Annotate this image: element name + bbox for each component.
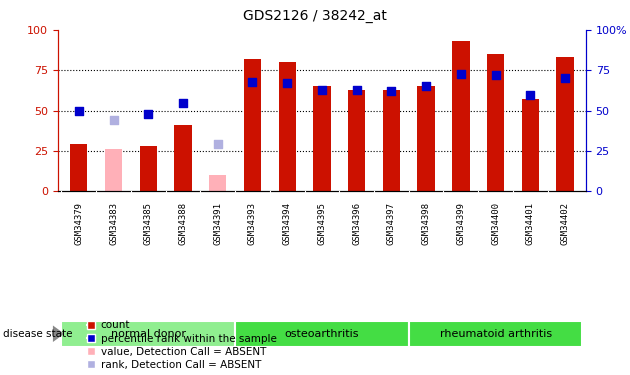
Bar xyxy=(209,175,226,191)
Bar xyxy=(382,90,400,191)
Point xyxy=(456,70,466,76)
Text: GSM34401: GSM34401 xyxy=(526,202,535,244)
Bar xyxy=(522,99,539,191)
Point xyxy=(213,141,223,147)
Polygon shape xyxy=(53,326,64,342)
Point xyxy=(525,92,536,98)
Text: GSM34393: GSM34393 xyxy=(248,202,257,244)
Text: GSM34391: GSM34391 xyxy=(213,202,222,244)
Text: rheumatoid arthritis: rheumatoid arthritis xyxy=(440,329,552,339)
Point xyxy=(108,117,118,123)
Point xyxy=(143,111,153,117)
Point xyxy=(491,72,501,78)
Text: GSM34395: GSM34395 xyxy=(318,202,326,244)
Legend: count, percentile rank within the sample, value, Detection Call = ABSENT, rank, : count, percentile rank within the sample… xyxy=(87,320,277,370)
Text: GDS2126 / 38242_at: GDS2126 / 38242_at xyxy=(243,9,387,23)
Bar xyxy=(175,125,192,191)
Text: osteoarthritis: osteoarthritis xyxy=(285,329,359,339)
Point xyxy=(74,108,84,114)
Bar xyxy=(487,54,504,191)
Text: GSM34385: GSM34385 xyxy=(144,202,152,244)
Text: GSM34388: GSM34388 xyxy=(178,202,188,244)
Point xyxy=(386,88,396,94)
Text: GSM34383: GSM34383 xyxy=(109,202,118,244)
Bar xyxy=(140,146,157,191)
Bar xyxy=(105,149,122,191)
Bar xyxy=(556,57,574,191)
Text: GSM34396: GSM34396 xyxy=(352,202,361,244)
Text: GSM34397: GSM34397 xyxy=(387,202,396,244)
Bar xyxy=(313,87,331,191)
Point xyxy=(421,84,431,90)
Point xyxy=(248,79,258,85)
Bar xyxy=(278,62,296,191)
Text: disease state: disease state xyxy=(3,329,72,339)
Text: GSM34402: GSM34402 xyxy=(561,202,570,244)
Text: GSM34398: GSM34398 xyxy=(421,202,431,244)
Point xyxy=(317,87,327,93)
Text: GSM34379: GSM34379 xyxy=(74,202,83,244)
Bar xyxy=(418,87,435,191)
Text: GSM34394: GSM34394 xyxy=(283,202,292,244)
Point xyxy=(560,75,570,81)
Point xyxy=(178,100,188,106)
Point xyxy=(352,87,362,93)
Text: normal donor: normal donor xyxy=(111,329,186,339)
Bar xyxy=(62,321,235,347)
Bar xyxy=(452,41,469,191)
Text: GSM34399: GSM34399 xyxy=(456,202,466,244)
Bar xyxy=(70,144,88,191)
Bar xyxy=(235,321,409,347)
Bar xyxy=(409,321,582,347)
Bar xyxy=(348,90,365,191)
Text: GSM34400: GSM34400 xyxy=(491,202,500,244)
Bar xyxy=(244,59,261,191)
Point xyxy=(282,80,292,86)
